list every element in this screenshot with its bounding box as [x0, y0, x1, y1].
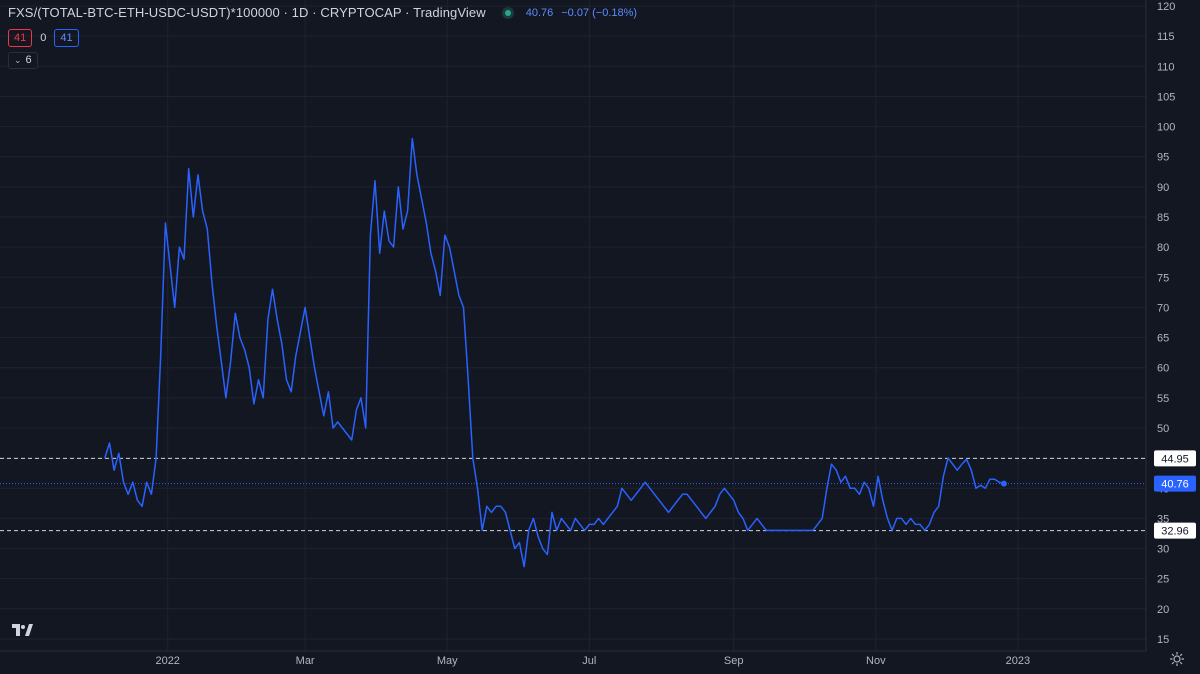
y-tick-label: 50	[1157, 423, 1169, 435]
indicator-count: 6	[25, 54, 32, 66]
y-tick-label: 30	[1157, 544, 1169, 556]
last-value-dot	[1000, 480, 1007, 487]
gear-icon[interactable]	[1169, 651, 1185, 667]
y-axis[interactable]: 1520253035404550556065707580859095100105…	[1145, 0, 1196, 651]
y-tick-label: 70	[1157, 302, 1169, 314]
y-tick-label: 110	[1157, 61, 1175, 73]
y-tick-label: 35	[1157, 513, 1169, 525]
y-tick-label: 55	[1157, 393, 1169, 405]
y-tick-label: 80	[1157, 242, 1169, 254]
x-tick-label: May	[437, 655, 458, 667]
level-label: 32.96	[1161, 526, 1189, 538]
y-tick-label: 105	[1157, 91, 1175, 103]
horizontal-lines	[0, 457, 1146, 532]
level-label-box	[1154, 522, 1196, 539]
y-tick-label: 95	[1157, 152, 1169, 164]
y-tick-label: 85	[1157, 212, 1169, 224]
last-value-label: 40.76	[1161, 479, 1189, 491]
last-value-label-box	[1154, 475, 1196, 492]
tradingview-logo-icon[interactable]	[9, 619, 35, 641]
series-line	[104, 137, 1005, 568]
x-tick-label: 2023	[1006, 655, 1030, 667]
price-change: −0.07 (−0.18%)	[561, 6, 638, 19]
y-tick-label: 120	[1157, 1, 1175, 13]
x-tick-label: 2022	[155, 655, 179, 667]
y-tick-label: 20	[1157, 604, 1169, 616]
y-tick-label: 65	[1157, 333, 1169, 345]
chart-header: FXS/(TOTAL-BTC-ETH-USDC-USDT)*100000 · 1…	[8, 5, 637, 20]
indicator-collapse-button[interactable]: ⌄ 6	[8, 52, 38, 69]
y-tick-label: 60	[1157, 363, 1169, 375]
level-label-box	[1154, 450, 1196, 467]
ohlc-row: 41 0 41	[8, 29, 79, 47]
grid-lines	[0, 0, 1146, 651]
y-tick-label: 75	[1157, 272, 1169, 284]
y-tick-label: 15	[1157, 634, 1169, 646]
x-axis[interactable]: 2022 Mar May Jul Sep Nov 2023	[0, 650, 1146, 667]
spread-value: 0	[40, 32, 47, 44]
x-tick-label: Mar	[296, 655, 315, 667]
y-tick-label: 90	[1157, 182, 1169, 194]
y-tick-label: 100	[1157, 122, 1175, 134]
symbol-title[interactable]: FXS/(TOTAL-BTC-ETH-USDC-USDT)*100000 · 1…	[8, 5, 486, 20]
x-tick-label: Nov	[866, 655, 886, 667]
buy-badge[interactable]: 41	[54, 29, 79, 47]
y-tick-label: 25	[1157, 574, 1169, 586]
sell-badge[interactable]: 41	[8, 29, 33, 47]
y-tick-label: 115	[1157, 31, 1175, 43]
x-tick-label: Sep	[724, 655, 744, 667]
market-status-dot-icon	[501, 6, 514, 19]
x-tick-label: Jul	[582, 655, 596, 667]
level-label: 44.95	[1161, 453, 1189, 465]
last-price: 40.76	[525, 6, 554, 19]
chevron-down-icon: ⌄	[14, 55, 22, 65]
